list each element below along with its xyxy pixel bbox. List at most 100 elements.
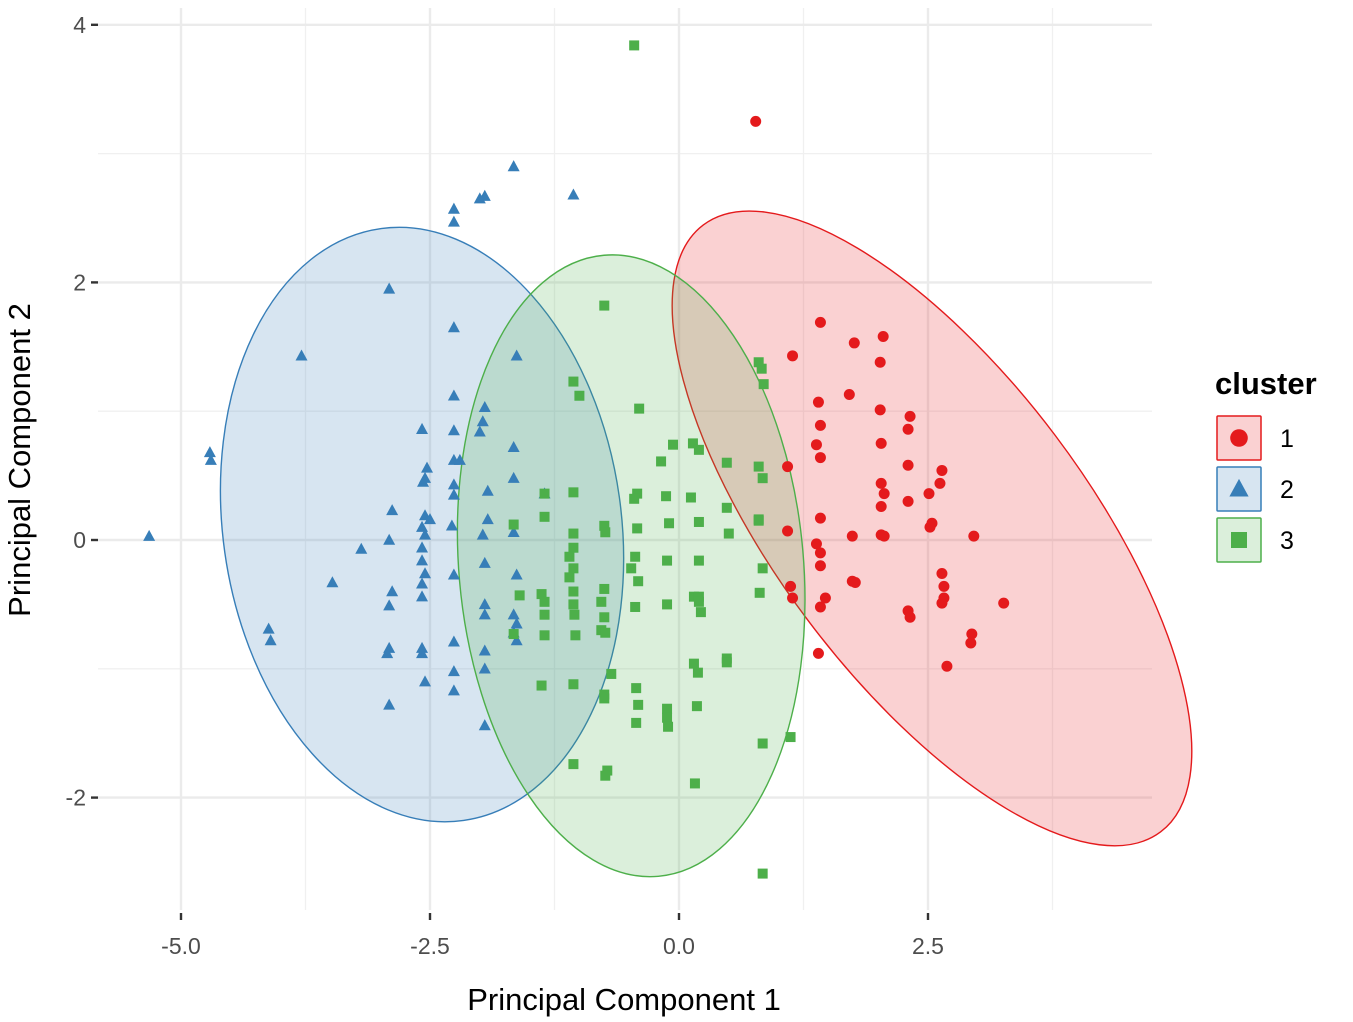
cluster-2-point: [447, 389, 460, 401]
cluster-3-point: [633, 699, 644, 710]
cluster-3-point: [568, 528, 579, 539]
cluster-3-point: [568, 376, 579, 387]
cluster-1-point: [814, 560, 826, 572]
cluster-3-point: [539, 630, 550, 641]
cluster-1-point: [812, 396, 824, 408]
y-tick-label: 4: [73, 12, 86, 38]
cluster-3-point: [569, 609, 580, 620]
legend-label: 1: [1280, 425, 1294, 453]
cluster-3-point: [668, 439, 679, 450]
cluster-3-point: [599, 612, 610, 623]
cluster-1-point: [848, 337, 860, 349]
cluster-2-point: [476, 415, 489, 427]
cluster-1-point: [938, 580, 950, 592]
cluster-1-point: [814, 316, 826, 328]
cluster-2-point: [447, 215, 460, 227]
cluster-1-point: [787, 592, 799, 604]
cluster-1-point: [936, 597, 948, 609]
cluster-2-point: [419, 528, 432, 540]
cluster-3-point: [630, 601, 641, 612]
cluster-3-point: [539, 511, 550, 522]
cluster-1-point: [923, 488, 935, 500]
cluster-3-point: [568, 542, 579, 553]
cluster-2-point: [478, 598, 491, 610]
cluster-2-point: [416, 590, 429, 602]
cluster-1-point: [902, 459, 914, 471]
cluster-2-point: [445, 519, 458, 531]
cluster-2-point: [478, 556, 491, 568]
cluster-3-point: [693, 591, 704, 602]
axes: -5.0 -2.5 0.0 2.5 -2 0 2 4: [66, 12, 944, 959]
y-axis-title: Principal Component 2: [2, 303, 37, 617]
x-tick-label: 0.0: [663, 933, 695, 959]
cluster-1-point: [874, 356, 886, 368]
cluster-2-point: [507, 608, 520, 620]
cluster-2-point: [417, 475, 430, 487]
cluster-2-point: [295, 349, 308, 361]
cluster-2-point: [386, 585, 399, 597]
cluster-3-point: [662, 703, 673, 714]
cluster-2-point: [383, 698, 396, 710]
cluster-3-point: [599, 520, 610, 531]
cluster-3-point: [600, 527, 611, 538]
cluster-3-point: [568, 487, 579, 498]
cluster-1-point: [878, 530, 890, 542]
cluster-3-point: [568, 599, 579, 610]
cluster-3-point: [662, 555, 673, 566]
cluster-2-point: [473, 192, 486, 204]
cluster-1-point: [875, 501, 887, 513]
cluster-3-point: [568, 679, 579, 690]
cluster-2-point: [478, 662, 491, 674]
cluster-3-point: [536, 680, 547, 691]
cluster-3-point: [568, 759, 579, 770]
cluster-2-point: [204, 453, 217, 465]
cluster-1-point: [819, 592, 831, 604]
cluster-2-point: [416, 541, 429, 553]
cluster-2-point: [381, 647, 394, 659]
legend-square-icon: [1231, 532, 1247, 548]
cluster-2-point: [262, 622, 275, 634]
cluster-3-point: [721, 657, 732, 668]
cluster-1-point: [810, 439, 822, 451]
cluster-2-point: [355, 542, 368, 554]
cluster-3-point: [574, 390, 585, 401]
cluster-1-point: [849, 577, 861, 589]
cluster-3-point: [508, 629, 519, 640]
cluster-1-point: [902, 423, 914, 435]
x-axis-title: Principal Component 1: [467, 982, 781, 1017]
cluster-3-point: [693, 555, 704, 566]
x-tick-label: -5.0: [161, 933, 201, 959]
cluster-2-point: [510, 617, 523, 629]
cluster-2-point: [419, 675, 432, 687]
legend-item-3: 3: [1216, 517, 1294, 563]
y-tick-label: 2: [73, 269, 86, 295]
legend-label: 3: [1280, 527, 1294, 555]
cluster-1-point: [782, 525, 794, 537]
cluster-2-point: [143, 529, 156, 541]
cluster-3-point: [629, 40, 640, 51]
cluster-3-point: [685, 492, 696, 503]
cluster-3-point: [632, 523, 643, 534]
cluster-2-point: [416, 647, 429, 659]
cluster-3-point: [539, 609, 550, 620]
cluster-1-point: [941, 660, 953, 672]
cluster-3-point: [693, 516, 704, 527]
cluster-3-point: [631, 683, 642, 694]
cluster-3-point: [664, 518, 675, 529]
cluster-1-point: [810, 538, 822, 550]
cluster-3-point: [596, 596, 607, 607]
cluster-3-point: [539, 488, 550, 499]
cluster-1-point: [814, 601, 826, 613]
cluster-3-point: [633, 576, 644, 587]
cluster-1-point: [787, 350, 799, 362]
cluster-2-point: [419, 567, 432, 579]
cluster-3-point: [632, 488, 643, 499]
cluster-3-point: [564, 572, 575, 583]
cluster-2-point: [507, 525, 520, 537]
cluster-1-point: [924, 521, 936, 533]
cluster-3-point: [600, 770, 611, 781]
cluster-3-point: [662, 712, 673, 723]
cluster-3-point: [689, 778, 700, 789]
cluster-3-point: [753, 461, 764, 472]
cluster-1-point: [904, 611, 916, 623]
